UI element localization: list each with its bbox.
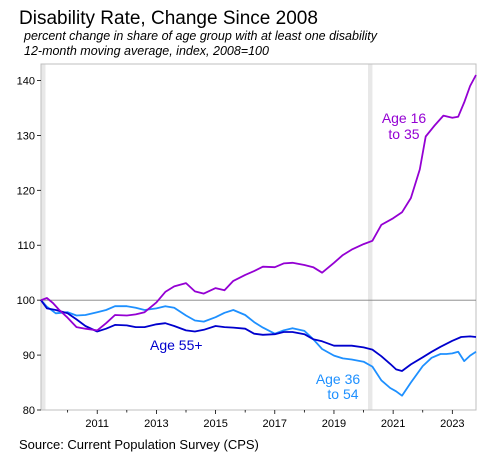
shaded-band-0 — [41, 64, 45, 410]
y-tick-label: 80 — [23, 405, 35, 417]
x-tick-label: 2011 — [85, 418, 109, 430]
source-note: Source: Current Population Survey (CPS) — [19, 437, 259, 453]
label-age-16-35-line2: to 35 — [388, 126, 419, 142]
x-tick-label: 2023 — [440, 418, 464, 430]
y-tick-label: 120 — [17, 185, 35, 197]
x-axis: 2011 2013 2015 2017 2019 2021 2023 — [68, 410, 465, 430]
x-tick-label: 2013 — [144, 418, 168, 430]
x-tick-label: 2021 — [381, 418, 405, 430]
shaded-band-1 — [368, 64, 372, 410]
label-age-16-35-line1: Age 16 — [382, 110, 427, 126]
y-axis: 80 90 100 110 120 130 140 — [17, 75, 41, 417]
y-tick-label: 100 — [17, 295, 35, 307]
x-tick-label: 2015 — [203, 418, 227, 430]
x-tick-label: 2017 — [263, 418, 287, 430]
label-age-55-plus: Age 55+ — [150, 337, 203, 353]
series-line-age-36-to-54 — [41, 300, 476, 396]
label-age-36-54-line2: to 54 — [327, 386, 358, 402]
y-tick-label: 90 — [23, 350, 35, 362]
shaded-bands — [41, 64, 372, 410]
y-tick-label: 130 — [17, 130, 35, 142]
x-tick-label: 2019 — [322, 418, 346, 430]
label-age-36-54-line1: Age 36 — [316, 371, 361, 387]
y-tick-label: 140 — [17, 75, 35, 87]
y-tick-label: 110 — [17, 240, 35, 252]
